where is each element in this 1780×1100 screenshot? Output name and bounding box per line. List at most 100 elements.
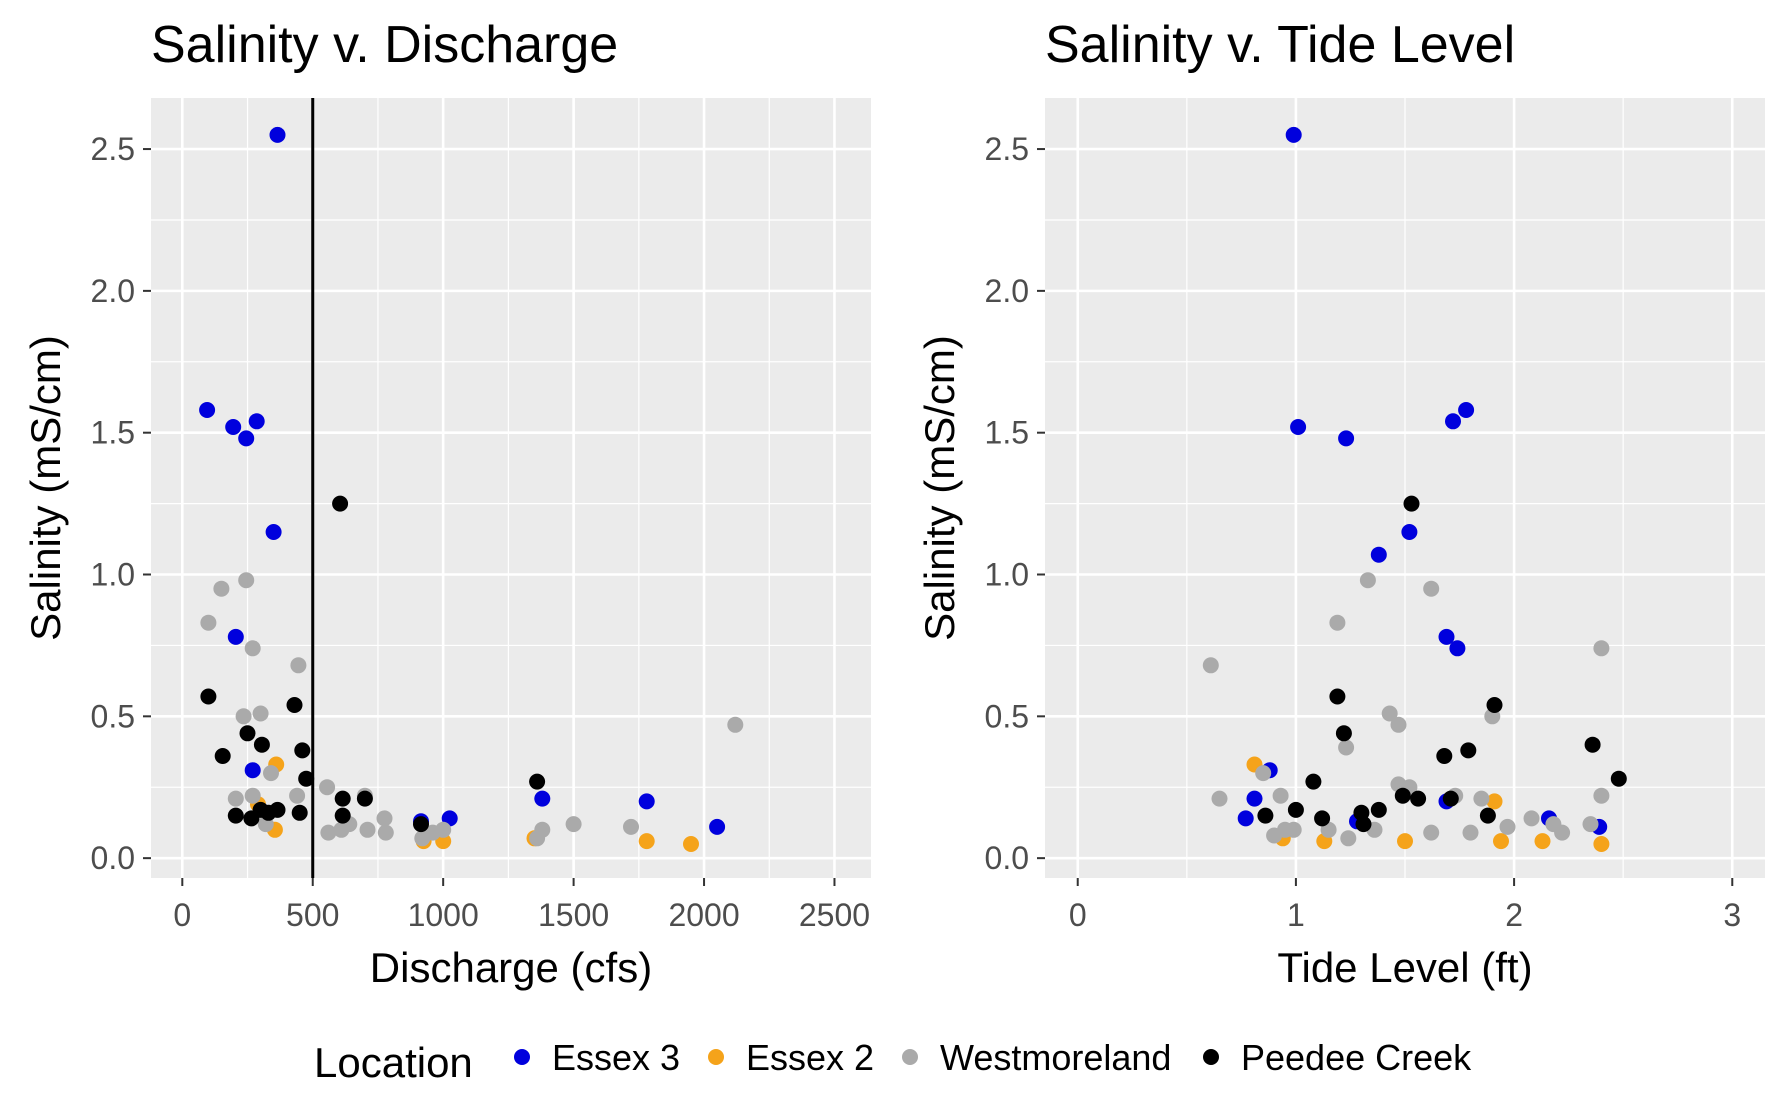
discharge-point-westmoreland <box>320 824 337 841</box>
tide-point-peedee-creek <box>1436 748 1453 764</box>
discharge-y-tick-label: 0.0 <box>91 840 135 876</box>
tide-point-westmoreland <box>1523 810 1540 827</box>
tide-point-essex-3 <box>1237 810 1254 827</box>
discharge-point-westmoreland <box>727 716 744 733</box>
discharge-point-peedee-creek <box>294 742 311 759</box>
tide-point-peedee-creek <box>1410 790 1427 807</box>
discharge-y-ticks: 0.0 0.5 1.0 1.5 2.0 2.5 <box>91 131 151 876</box>
tide-point-peedee-creek <box>1610 770 1627 787</box>
tide-point-westmoreland <box>1329 614 1346 631</box>
discharge-point-essex-3 <box>534 790 551 807</box>
tide-y-tick-label: 2.5 <box>985 131 1029 167</box>
discharge-point-westmoreland <box>319 779 336 796</box>
tide-y-tick-label: 1.5 <box>985 415 1029 451</box>
tide-point-essex-2 <box>1397 833 1413 850</box>
discharge-point-peedee-creek <box>269 801 286 818</box>
discharge-point-westmoreland <box>235 708 252 725</box>
discharge-point-westmoreland <box>200 614 217 631</box>
tide-x-tick-label: 2 <box>1505 897 1523 933</box>
discharge-point-essex-2 <box>683 836 699 852</box>
tide-point-peedee-creek <box>1355 816 1372 833</box>
discharge-point-peedee-creek <box>334 790 351 807</box>
tide-point-westmoreland <box>1473 790 1490 807</box>
legend-key-essex-3 <box>514 1049 530 1065</box>
tide-point-westmoreland <box>1423 824 1440 841</box>
tide-point-westmoreland <box>1381 705 1398 722</box>
tide-y-axis-title: Salinity (mS/cm) <box>916 335 963 641</box>
discharge-point-westmoreland <box>565 816 582 833</box>
discharge-point-westmoreland <box>534 821 551 838</box>
tide-point-westmoreland <box>1338 739 1355 756</box>
tide-x-tick-label: 3 <box>1723 897 1741 933</box>
tide-point-westmoreland <box>1423 580 1440 597</box>
discharge-y-tick-label: 2.0 <box>91 273 135 309</box>
tide-y-ticks: 0.0 0.5 1.0 1.5 2.0 2.5 <box>985 131 1045 876</box>
discharge-y-tick-label: 1.0 <box>91 557 135 593</box>
discharge-point-peedee-creek <box>200 688 217 705</box>
tide-point-essex-3 <box>1438 628 1455 645</box>
legend-entry-westmoreland: Westmoreland <box>902 1037 1171 1078</box>
tide-point-westmoreland <box>1272 787 1289 804</box>
tide-point-westmoreland <box>1211 790 1228 807</box>
tide-point-peedee-creek <box>1257 807 1274 824</box>
tide-point-essex-3 <box>1338 430 1355 447</box>
discharge-panel: Salinity v. Discharge 0 500 1000 1500 2000 25… <box>22 16 871 991</box>
tide-point-westmoreland <box>1554 824 1571 841</box>
tide-x-tick-label: 0 <box>1069 897 1087 933</box>
discharge-point-peedee-creek <box>356 790 373 807</box>
tide-point-westmoreland <box>1462 824 1479 841</box>
discharge-point-westmoreland <box>359 821 376 838</box>
discharge-point-peedee-creek <box>298 770 315 787</box>
legend-key-peedee-creek <box>1203 1049 1219 1065</box>
discharge-y-tick-label: 1.5 <box>91 415 135 451</box>
tide-point-essex-2 <box>1534 833 1551 850</box>
legend-entry-essex-3: Essex 3 <box>514 1037 680 1078</box>
tide-point-peedee-creek <box>1394 787 1411 804</box>
discharge-point-westmoreland <box>252 705 269 722</box>
discharge-x-tick-label: 2000 <box>668 897 739 933</box>
tide-point-westmoreland <box>1255 765 1272 782</box>
tide-point-peedee-creek <box>1370 801 1387 818</box>
discharge-chart-title: Salinity v. Discharge <box>151 16 618 74</box>
legend-label-peedee-creek: Peedee Creek <box>1241 1037 1472 1078</box>
discharge-point-westmoreland <box>435 821 452 838</box>
discharge-y-tick-label: 0.5 <box>91 698 135 734</box>
tide-point-essex-2 <box>1493 833 1509 850</box>
discharge-point-peedee-creek <box>286 697 303 713</box>
discharge-x-tick-label: 2500 <box>799 897 870 933</box>
tide-point-westmoreland <box>1582 816 1599 833</box>
tide-point-essex-3 <box>1370 546 1387 563</box>
discharge-x-tick-label: 1000 <box>408 897 479 933</box>
discharge-point-essex-3 <box>244 762 261 779</box>
discharge-points <box>199 126 744 852</box>
tide-grid <box>1045 98 1765 878</box>
tide-panel: Salinity v. Tide Level 0 1 2 3 0.0 0.5 1.0 1.5… <box>916 16 1765 991</box>
discharge-point-peedee-creek <box>239 725 256 742</box>
tide-point-peedee-creek <box>1460 742 1477 759</box>
tide-point-essex-3 <box>1458 402 1475 418</box>
discharge-point-westmoreland <box>213 580 230 597</box>
discharge-point-essex-3 <box>225 419 242 435</box>
tide-point-peedee-creek <box>1329 688 1346 705</box>
discharge-point-essex-3 <box>265 524 282 540</box>
discharge-point-peedee-creek <box>413 816 429 833</box>
discharge-x-ticks: 0 500 1000 1500 2000 2500 <box>173 878 870 933</box>
tide-point-essex-3 <box>1290 419 1307 435</box>
tide-point-essex-2 <box>1593 836 1610 852</box>
tide-point-essex-3 <box>1449 640 1466 657</box>
tide-point-peedee-creek <box>1584 736 1601 753</box>
tide-point-westmoreland <box>1340 830 1357 847</box>
discharge-point-peedee-creek <box>334 807 351 824</box>
tide-point-essex-2 <box>1486 793 1503 810</box>
discharge-point-essex-3 <box>199 402 216 418</box>
discharge-x-axis-title: Discharge (cfs) <box>370 944 652 991</box>
discharge-point-essex-3 <box>709 818 726 835</box>
discharge-point-essex-3 <box>227 628 244 645</box>
tide-point-westmoreland <box>1359 572 1376 589</box>
tide-points <box>1202 126 1627 852</box>
discharge-point-westmoreland <box>244 640 261 657</box>
legend-label-essex-2: Essex 2 <box>746 1037 874 1078</box>
discharge-point-westmoreland <box>376 810 393 827</box>
tide-point-peedee-creek <box>1314 810 1331 827</box>
tide-x-axis-title: Tide Level (ft) <box>1277 944 1532 991</box>
